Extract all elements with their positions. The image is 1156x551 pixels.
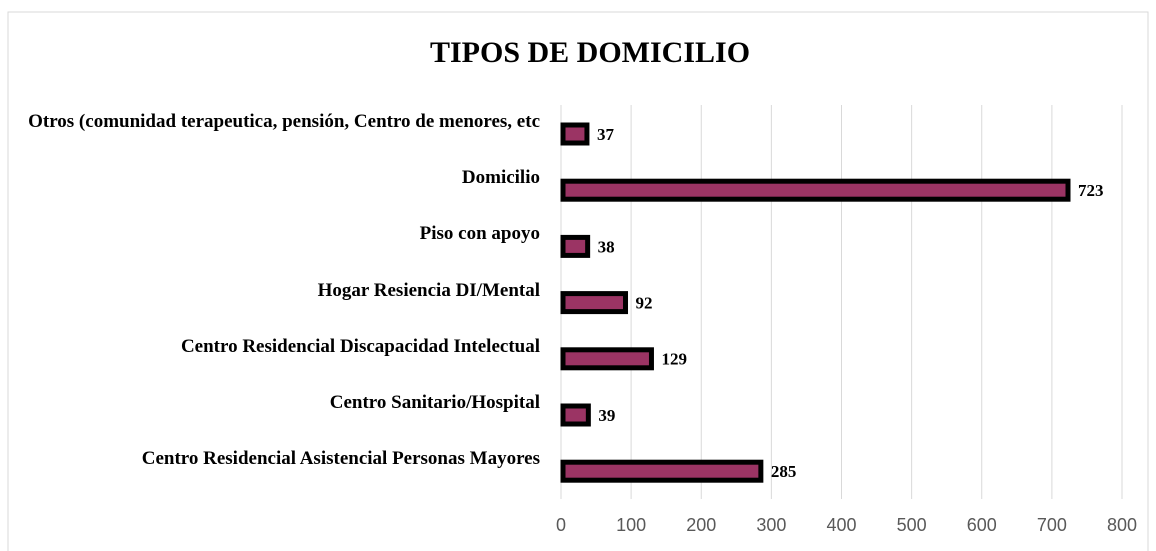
bar (560, 234, 591, 258)
x-tick-label: 600 (967, 515, 997, 535)
value-label: 37 (597, 125, 615, 144)
bar (560, 122, 590, 146)
value-label: 723 (1078, 181, 1104, 200)
value-label: 92 (636, 294, 653, 313)
category-label: Centro Residencial Discapacidad Intelect… (24, 335, 540, 359)
category-text: Otros (comunidad terapeutica, pensión, C… (28, 111, 540, 132)
category-label: Hogar Resiencia DI/Mental (24, 279, 540, 303)
category-label: Otros (comunidad terapeutica, pensión, C… (24, 110, 540, 134)
value-label: 129 (661, 350, 687, 369)
bar (560, 291, 629, 315)
bar (560, 459, 764, 483)
chart-title: TIPOS DE DOMICILIO (430, 36, 750, 69)
category-label: Centro Sanitario/Hospital (24, 391, 540, 415)
x-tick-label: 400 (826, 515, 856, 535)
x-tick-label: 500 (897, 515, 927, 535)
category-text: Piso con apoyo (419, 223, 540, 245)
value-label: 38 (598, 237, 615, 256)
category-label: Piso con apoyo (24, 222, 540, 246)
x-tick-label: 700 (1037, 515, 1067, 535)
category-text: Centro Sanitario/Hospital (329, 392, 540, 413)
bar (560, 403, 591, 427)
category-text: Hogar Resiencia DI/Mental (317, 279, 540, 301)
x-tick-label: 300 (756, 515, 786, 535)
value-label: 39 (598, 406, 615, 425)
category-text: Centro Residencial Discapacidad Intelect… (180, 335, 540, 357)
bar (560, 178, 1071, 202)
value-label: 285 (771, 462, 797, 481)
category-text: Centro Residencial Asistencial Personas … (141, 448, 540, 470)
x-tick-label: 0 (556, 515, 566, 535)
x-tick-label: 100 (616, 515, 646, 535)
category-text: Domicilio (461, 167, 540, 189)
x-tick-label: 200 (686, 515, 716, 535)
x-tick-label: 800 (1107, 515, 1137, 535)
category-label: Domicilio (24, 166, 540, 190)
chart-border (7, 11, 1149, 551)
category-label: Centro Residencial Asistencial Personas … (24, 447, 540, 471)
bar (560, 347, 654, 371)
